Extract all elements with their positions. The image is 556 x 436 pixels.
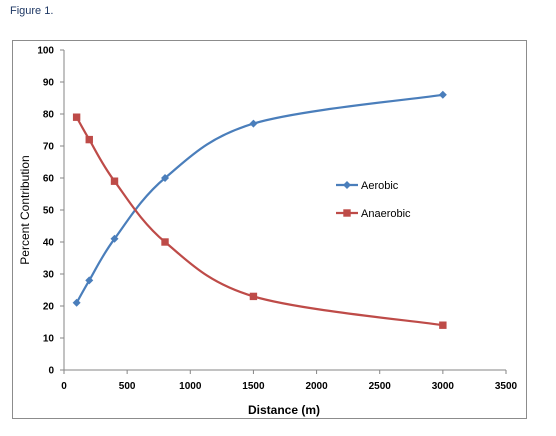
legend-label-anaerobic: Anaerobic	[361, 208, 411, 220]
x-tick-label: 2500	[369, 381, 392, 392]
x-tick-label: 1500	[242, 381, 265, 392]
y-tick-label: 70	[43, 142, 55, 153]
y-tick-label: 20	[43, 302, 55, 313]
legend: Aerobic Anaerobic	[336, 180, 411, 220]
y-tick-label: 80	[43, 110, 55, 121]
data-point-aerobic	[161, 174, 170, 182]
x-tick-label: 3500	[495, 381, 518, 392]
data-point-aerobic	[249, 119, 258, 128]
x-tick-label: 2000	[305, 381, 328, 392]
y-tick-label: 40	[43, 238, 55, 249]
y-tick-label: 90	[43, 78, 55, 89]
chart-frame	[12, 40, 527, 419]
y-tick-label: 50	[43, 206, 55, 217]
data-point-aerobic	[438, 90, 447, 99]
legend-label-aerobic: Aerobic	[361, 180, 399, 192]
x-tick-label: 0	[61, 381, 67, 392]
series-line-aerobic	[75, 93, 444, 304]
legend-marker-anaerobic	[343, 209, 351, 217]
y-axis-title: Percent Contribution	[18, 155, 32, 264]
y-tick-label: 10	[43, 334, 55, 345]
y-tick-label: 100	[37, 46, 54, 57]
data-point-aerobic	[85, 276, 94, 285]
figure-caption: Figure 1.	[10, 5, 54, 17]
y-tick-label: 0	[48, 366, 54, 377]
data-point-anaerobic	[249, 292, 258, 301]
x-tick-label: 1000	[179, 381, 202, 392]
data-point-aerobic	[110, 234, 119, 243]
data-point-anaerobic	[85, 135, 93, 144]
data-point-anaerobic	[110, 177, 119, 185]
x-tick-label: 3000	[432, 381, 455, 392]
series-layer	[72, 90, 447, 329]
x-axis-title: Distance (m)	[248, 403, 320, 417]
x-tick-label: 500	[119, 381, 136, 392]
data-point-aerobic	[72, 298, 81, 307]
series-line-anaerobic	[75, 116, 444, 327]
series-aerobic	[72, 90, 447, 307]
data-point-anaerobic	[439, 321, 447, 329]
data-point-anaerobic	[72, 113, 81, 121]
legend-marker-aerobic	[343, 181, 351, 189]
data-point-anaerobic	[161, 238, 169, 246]
y-tick-label: 60	[43, 174, 55, 185]
y-tick-label: 30	[43, 270, 55, 281]
series-anaerobic	[72, 113, 447, 329]
